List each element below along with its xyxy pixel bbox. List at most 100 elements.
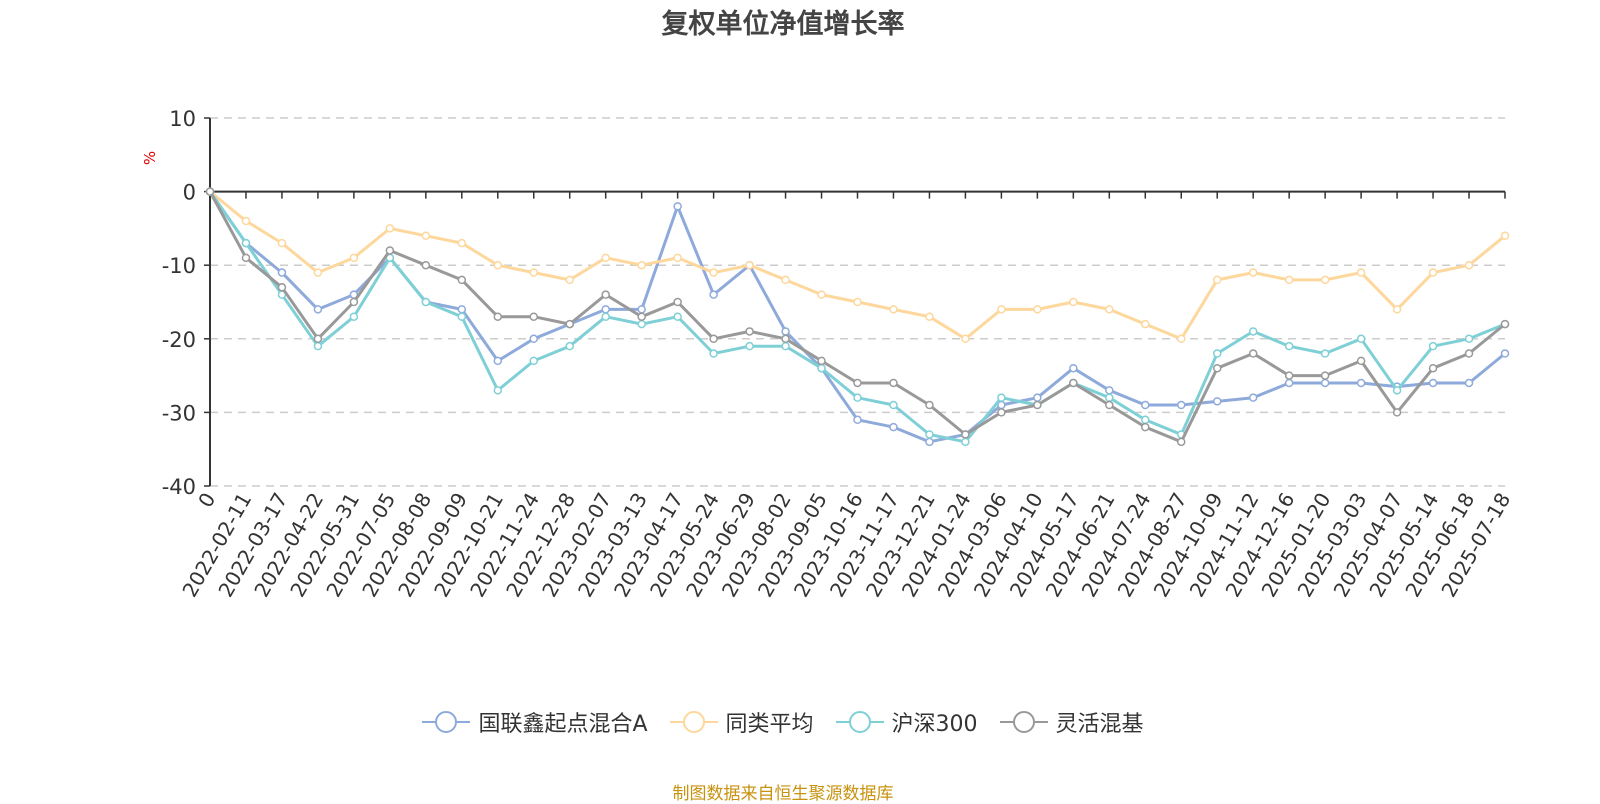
data-point xyxy=(673,297,682,307)
data-point xyxy=(853,297,862,307)
data-point xyxy=(1069,363,1078,373)
data-point xyxy=(1320,378,1330,388)
data-point xyxy=(277,283,287,292)
data-point xyxy=(1033,393,1042,402)
data-point xyxy=(925,312,934,321)
data-point xyxy=(637,260,646,270)
data-point xyxy=(385,224,395,233)
data-point xyxy=(205,187,215,196)
legend-label: 国联鑫起点混合A xyxy=(478,712,648,737)
data-point xyxy=(1464,378,1474,388)
data-point xyxy=(745,260,754,270)
data-point xyxy=(1212,363,1222,373)
series-line xyxy=(208,190,1506,444)
data-source-note: 制图数据来自恒生聚源数据库 xyxy=(672,784,894,804)
data-point xyxy=(1500,319,1510,329)
data-point xyxy=(601,253,610,263)
legend-item[interactable]: 沪深300 xyxy=(835,706,978,738)
data-point xyxy=(1392,408,1402,417)
data-point xyxy=(313,341,323,351)
data-point xyxy=(817,363,826,373)
data-point xyxy=(313,268,323,277)
data-point xyxy=(1500,231,1510,241)
y-tick-label: -40 xyxy=(162,475,196,499)
data-point xyxy=(1428,268,1438,277)
data-point xyxy=(1248,327,1258,336)
data-point xyxy=(1248,268,1258,277)
data-point xyxy=(853,393,862,402)
axis-labels: 100-10-20-30-40%02022-02-112022-03-17202… xyxy=(141,107,1515,601)
legend-line-circle-icon xyxy=(422,711,471,733)
data-point xyxy=(565,319,574,329)
data-point xyxy=(1428,378,1438,388)
data-point xyxy=(457,275,467,285)
legend-item[interactable]: 灵活混基 xyxy=(999,706,1144,738)
data-point xyxy=(313,334,323,344)
y-tick-label: -20 xyxy=(162,328,196,352)
data-point xyxy=(1392,305,1402,314)
data-point xyxy=(781,334,790,344)
legend-label: 同类平均 xyxy=(725,712,814,737)
data-point xyxy=(493,260,503,270)
data-point xyxy=(1284,378,1294,388)
legend-item[interactable]: 同类平均 xyxy=(669,706,814,738)
data-point xyxy=(745,327,754,336)
y-tick-label: -10 xyxy=(162,254,196,278)
data-point xyxy=(1105,393,1114,402)
data-point xyxy=(961,430,970,439)
series-line xyxy=(208,190,1506,444)
data-point xyxy=(1105,305,1114,314)
data-point xyxy=(925,400,934,410)
data-point xyxy=(853,415,862,425)
legend-item[interactable]: 国联鑫起点混合A xyxy=(422,706,648,738)
data-point xyxy=(1428,341,1438,351)
data-point xyxy=(1320,349,1330,358)
data-point xyxy=(457,312,467,321)
data-point xyxy=(673,202,682,211)
data-point xyxy=(1105,400,1114,410)
data-point xyxy=(601,312,610,321)
data-point xyxy=(529,356,538,366)
series-lines xyxy=(205,187,1510,447)
data-point xyxy=(601,305,610,314)
data-point xyxy=(1141,422,1150,432)
data-point xyxy=(637,319,646,329)
data-point xyxy=(1141,415,1150,425)
data-point xyxy=(421,260,431,270)
data-point xyxy=(1033,305,1042,314)
data-point xyxy=(565,275,574,285)
data-point xyxy=(817,290,826,299)
data-point xyxy=(673,253,682,263)
data-point xyxy=(457,305,467,314)
data-point xyxy=(889,422,898,432)
data-point xyxy=(529,268,538,277)
data-point xyxy=(457,238,467,248)
data-point xyxy=(1212,349,1222,358)
y-axis-unit-label: % xyxy=(141,151,159,165)
legend-line-circle-icon xyxy=(669,711,718,733)
data-point xyxy=(241,216,251,226)
data-point xyxy=(277,238,287,248)
data-point xyxy=(925,437,934,447)
data-point xyxy=(781,327,790,336)
data-point xyxy=(1320,275,1330,285)
data-point xyxy=(817,356,826,366)
data-point xyxy=(1356,378,1366,388)
data-point xyxy=(565,341,574,351)
data-point xyxy=(1464,349,1474,358)
data-point xyxy=(1069,378,1078,388)
data-point xyxy=(1464,334,1474,344)
data-point xyxy=(1356,334,1366,344)
axes xyxy=(204,117,1506,487)
data-point xyxy=(349,253,359,263)
data-point xyxy=(349,312,359,321)
data-point xyxy=(1033,400,1042,410)
data-point xyxy=(1284,371,1294,380)
data-point xyxy=(493,356,503,366)
data-point xyxy=(277,268,287,277)
data-point xyxy=(1356,356,1366,366)
data-point xyxy=(781,341,790,351)
data-point xyxy=(889,378,898,388)
data-point xyxy=(997,393,1006,402)
